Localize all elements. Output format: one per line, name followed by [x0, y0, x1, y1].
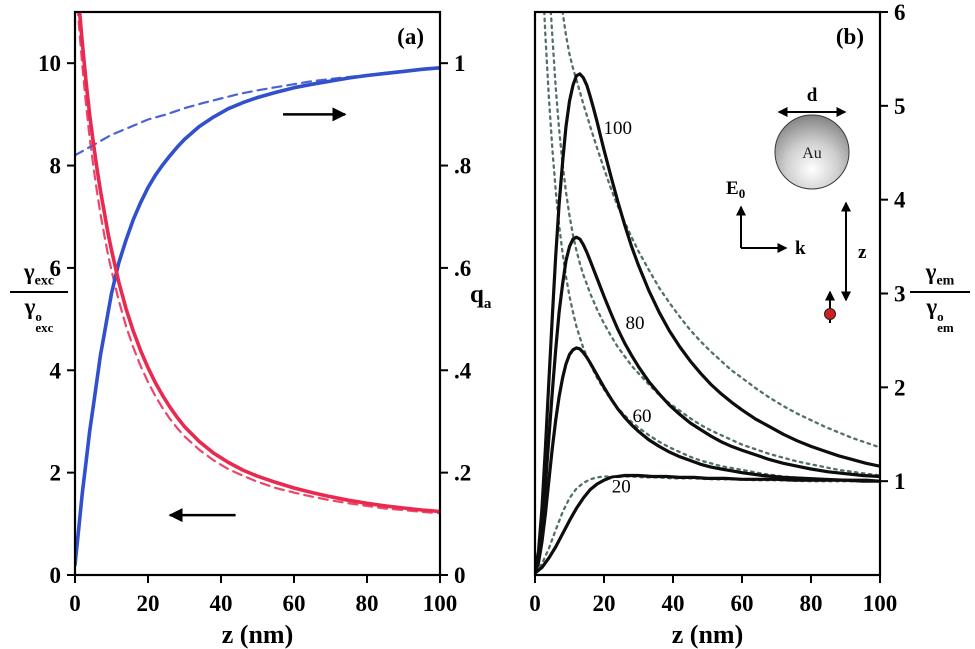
distance-label: z	[858, 242, 867, 263]
left-y-tick-label: 2	[50, 461, 62, 486]
right-y-tick-label: 6	[894, 0, 906, 25]
molecule-dot	[824, 308, 836, 320]
series-excitation-rate-dipole	[76, 11, 440, 515]
field-label: E0	[726, 178, 745, 201]
fraction-bar	[10, 291, 68, 294]
x-axis-label: z (nm)	[222, 620, 293, 649]
curve-label: 60	[632, 406, 651, 427]
right-y-tick-label: 2	[894, 375, 906, 400]
series-emission-d80-exact	[535, 235, 880, 573]
x-tick-label: 40	[210, 591, 233, 616]
x-tick-label: 80	[800, 591, 823, 616]
excitation-rate-numerator: γexc	[23, 259, 55, 289]
right-y-tick-label: .4	[454, 358, 472, 383]
curve-label: 20	[612, 476, 631, 497]
series-excitation-rate-exact	[77, 11, 440, 514]
panel-a-right-axis-label: qa	[470, 281, 492, 312]
right-y-tick-label: 5	[894, 94, 906, 119]
series-emission-d100-exact	[535, 72, 880, 572]
left-y-tick-label: 10	[38, 51, 61, 76]
right-y-tick-label: .2	[454, 461, 471, 486]
series-quantum-yield-exact	[75, 66, 440, 567]
x-tick-label: 20	[593, 591, 616, 616]
panel-b-right-axis-label: γem γ o em	[910, 259, 970, 336]
panel-a-left-axis-label: γexc γ o exc	[10, 259, 68, 336]
right-y-tick-label: 0	[454, 563, 466, 588]
panel-letter-label: (a)	[397, 24, 424, 49]
x-tick-label: 80	[356, 591, 379, 616]
emission-rate-numerator: γem	[925, 259, 955, 289]
x-axis-label: z (nm)	[672, 620, 743, 649]
sphere-material-label: Au	[802, 145, 822, 162]
wavevector-label: k	[795, 238, 806, 259]
right-y-tick-label: .8	[454, 154, 471, 179]
panel-a-frame	[73, 10, 442, 577]
x-tick-label: 100	[863, 591, 898, 616]
right-y-tick-label: 4	[894, 188, 906, 213]
x-tick-label: 100	[423, 591, 458, 616]
left-y-tick-label: 8	[50, 154, 62, 179]
x-tick-label: 60	[731, 591, 754, 616]
right-y-tick-label: .6	[454, 256, 471, 281]
fraction-bar	[910, 291, 970, 294]
curve-label: 80	[626, 313, 645, 334]
series-emission-d80-dipole	[549, 11, 880, 477]
x-tick-label: 40	[662, 591, 685, 616]
excitation-rate-denominator: γ o exc	[24, 294, 54, 336]
series-emission-d100-dipole	[561, 11, 880, 449]
diameter-label: d	[807, 85, 818, 106]
curve-label: 100	[604, 118, 633, 139]
left-y-tick-label: 0	[50, 563, 62, 588]
gold-sphere	[774, 114, 850, 190]
series-emission-d60-exact	[535, 346, 880, 574]
series-emission-d20-exact	[535, 473, 880, 575]
left-y-tick-label: 6	[50, 256, 62, 281]
right-y-tick-label: 1	[454, 51, 466, 76]
right-y-tick-label: 1	[894, 469, 906, 494]
left-y-tick-label: 4	[50, 358, 62, 383]
right-y-tick-label: 3	[894, 282, 906, 307]
x-tick-label: 0	[529, 591, 541, 616]
x-tick-label: 60	[283, 591, 306, 616]
emission-rate-denominator: γ o em	[926, 294, 954, 336]
panel-letter-label: (b)	[836, 24, 864, 49]
x-tick-label: 20	[137, 591, 160, 616]
x-tick-label: 0	[69, 591, 81, 616]
